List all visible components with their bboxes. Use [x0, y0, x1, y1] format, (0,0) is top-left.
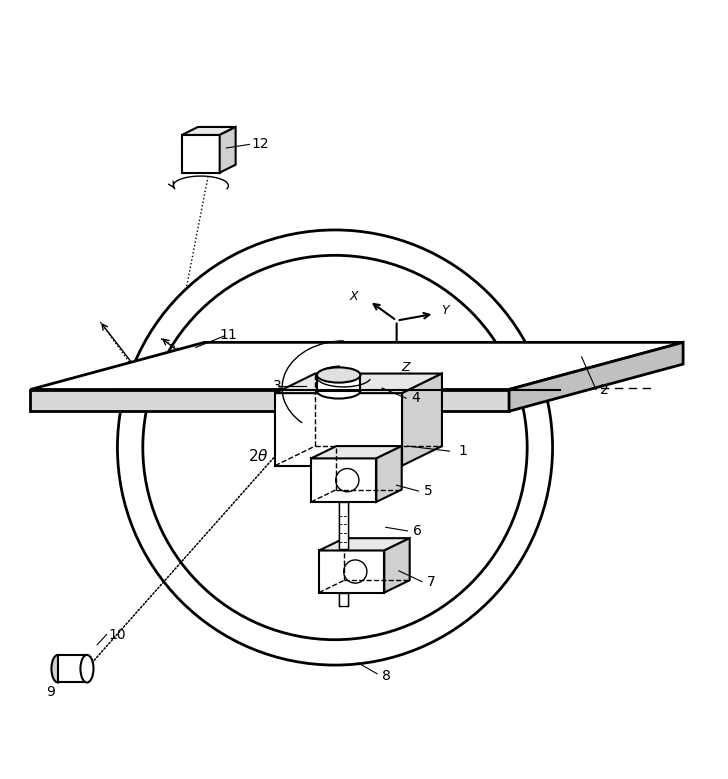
Polygon shape — [376, 446, 402, 502]
Polygon shape — [402, 374, 442, 466]
Polygon shape — [220, 127, 236, 173]
Text: Z: Z — [402, 361, 411, 375]
Text: 2: 2 — [600, 382, 609, 397]
Polygon shape — [31, 342, 683, 390]
Text: 1: 1 — [459, 444, 467, 458]
Polygon shape — [339, 593, 348, 605]
Polygon shape — [182, 135, 220, 173]
Text: 11: 11 — [219, 328, 237, 342]
Text: $2\theta$: $2\theta$ — [248, 448, 269, 464]
Polygon shape — [275, 393, 402, 466]
Polygon shape — [319, 551, 384, 593]
Polygon shape — [319, 538, 410, 551]
Polygon shape — [31, 390, 509, 411]
Polygon shape — [339, 502, 348, 549]
Text: 8: 8 — [382, 669, 391, 683]
Ellipse shape — [80, 655, 93, 682]
Polygon shape — [311, 446, 402, 458]
Text: 3: 3 — [273, 379, 282, 393]
Text: Y: Y — [442, 304, 449, 317]
Text: 4: 4 — [411, 391, 420, 405]
Ellipse shape — [317, 383, 360, 399]
Polygon shape — [384, 538, 410, 593]
Text: 10: 10 — [108, 628, 127, 642]
Text: 5: 5 — [424, 484, 432, 498]
Text: 12: 12 — [252, 137, 269, 151]
Text: 9: 9 — [47, 685, 55, 699]
Polygon shape — [317, 375, 360, 391]
Polygon shape — [275, 374, 442, 393]
Text: 7: 7 — [427, 575, 436, 589]
Polygon shape — [58, 655, 87, 682]
Ellipse shape — [52, 655, 65, 682]
Polygon shape — [509, 342, 683, 411]
Ellipse shape — [317, 368, 360, 382]
Polygon shape — [182, 127, 236, 135]
Text: X: X — [349, 290, 357, 302]
Polygon shape — [311, 458, 376, 502]
Text: 6: 6 — [413, 524, 422, 538]
